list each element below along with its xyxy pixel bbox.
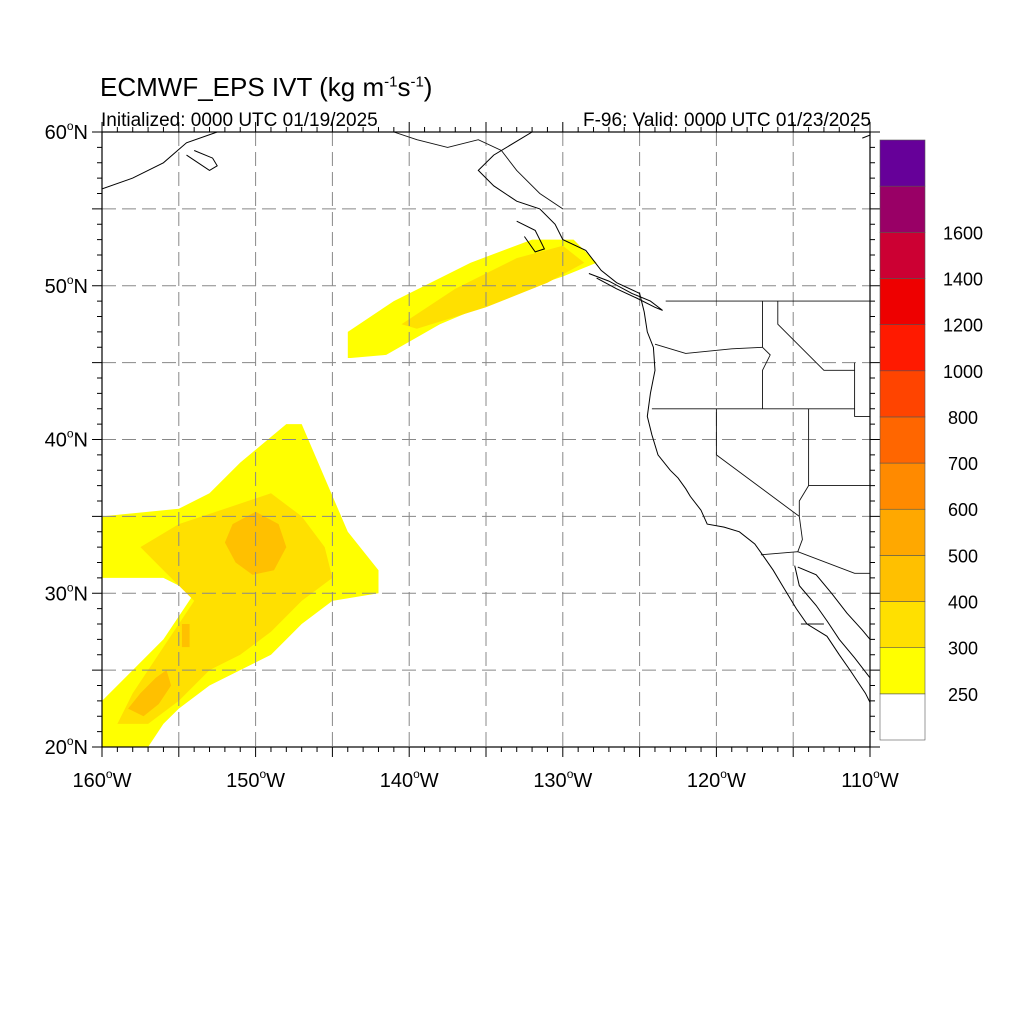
initialized-time: Initialized: 0000 UTC 01/19/2025: [101, 110, 378, 131]
border-az-ca: [797, 516, 803, 552]
colorbar-label: 500: [948, 546, 978, 566]
colorbar-swatch: [879, 647, 926, 695]
lon-label: 150oW: [226, 767, 285, 792]
border-id-mt: [777, 301, 855, 371]
coastline-west-coast: [477, 132, 870, 703]
lon-label: 130oW: [533, 767, 592, 792]
colorbar-swatch: [879, 370, 926, 418]
ivt-region-300: [401, 245, 585, 329]
colorbar-label: 250: [948, 685, 978, 705]
lat-label: 60oN: [45, 119, 88, 144]
title-unit-s: s: [397, 72, 411, 102]
coastline-alaska-coast: [102, 132, 218, 190]
lat-label: 50oN: [45, 273, 88, 298]
border-mt-wy: [854, 362, 870, 417]
colorbar-label: 600: [948, 500, 978, 520]
colorbar-label: 400: [948, 593, 978, 613]
colorbar-swatch: [879, 324, 926, 372]
colorbar-label: 1200: [943, 316, 983, 336]
colorbar-swatch: [879, 508, 926, 556]
colorbar-swatch: [879, 601, 926, 648]
colorbar-label: 1600: [943, 223, 983, 243]
coastline-kodiak: [186, 150, 218, 171]
title-close: ): [423, 72, 433, 102]
map-title: ECMWF_EPS IVT (kg m-1s-1): [100, 72, 432, 103]
colorbar-label: 700: [948, 454, 978, 474]
border-or-wa: [654, 343, 763, 354]
colorbar-swatch: [879, 139, 926, 187]
border-ca-nv: [715, 408, 800, 517]
lat-label: 30oN: [45, 580, 88, 605]
colorbar-label: 300: [948, 639, 978, 659]
lat-label: 40oN: [45, 427, 88, 452]
coastline-haida-gwaii: [516, 220, 546, 253]
tick-marks: [92, 122, 880, 757]
colorbar-label: 800: [948, 408, 978, 428]
coastlines: [102, 132, 870, 703]
colorbar-swatch: [879, 416, 926, 464]
ivt-shading: [102, 239, 597, 747]
colorbar-swatch: [879, 693, 926, 741]
colorbar: 250 300 400 500 600 700 800 1000 1200 1400 1600: [879, 139, 983, 741]
colorbar-swatch: [879, 278, 926, 325]
colorbar-swatch: [879, 555, 926, 602]
coastline-far-se-coast: [862, 134, 870, 139]
title-exponent-1: -1: [384, 73, 398, 91]
lon-label: 120oW: [687, 767, 746, 792]
title-exponent-2: -1: [410, 73, 424, 91]
border-id-or: [762, 346, 771, 409]
border-nv-ut-az: [798, 408, 810, 517]
coastline-vancouver-island: [588, 273, 663, 311]
lat-label: 20oN: [45, 734, 88, 759]
colorbar-label: 1000: [943, 362, 983, 382]
valid-time: F-96: Valid: 0000 UTC 01/23/2025: [583, 110, 871, 131]
colorbar-swatch: [879, 232, 926, 279]
colorbar-label: 1400: [943, 269, 983, 289]
lon-label: 110oW: [841, 767, 899, 792]
colorbar-swatch: [879, 462, 926, 510]
border-alaska-canada: [393, 132, 564, 210]
title-text: ECMWF_EPS IVT (kg m: [100, 72, 385, 102]
political-borders: [393, 132, 870, 637]
ivt-region-400: [181, 624, 190, 648]
coastline-mexico-mainland-coast: [797, 566, 870, 641]
lon-label: 160oW: [73, 767, 132, 792]
lon-label: 140oW: [380, 767, 439, 792]
ivt-region-400: [128, 670, 172, 717]
colorbar-swatch: [879, 185, 926, 233]
coastline-gulf-of-california: [794, 565, 870, 679]
border-us-mexico: [760, 551, 870, 574]
